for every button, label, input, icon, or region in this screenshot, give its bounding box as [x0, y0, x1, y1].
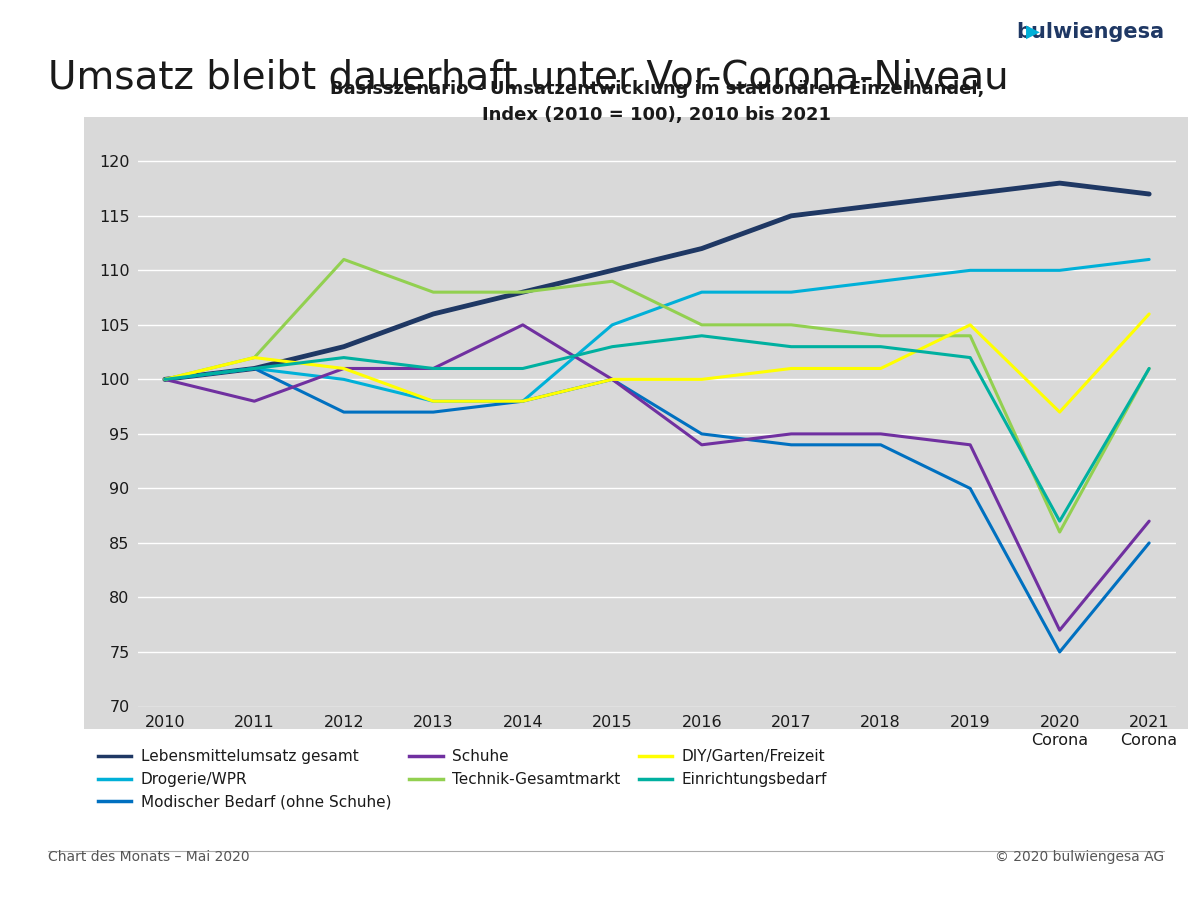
Text: Umsatz bleibt dauerhaft unter Vor-Corona-Niveau: Umsatz bleibt dauerhaft unter Vor-Corona… [48, 58, 1009, 96]
Title: Basisszenario – Umsatzentwicklung im stationären Einzelhandel,
Index (2010 = 100: Basisszenario – Umsatzentwicklung im sta… [330, 80, 984, 124]
Text: ▶: ▶ [1026, 22, 1040, 40]
Text: © 2020 bulwiengesa AG: © 2020 bulwiengesa AG [995, 850, 1164, 864]
Legend: Lebensmittelumsatz gesamt, Drogerie/WPR, Modischer Bedarf (ohne Schuhe), Schuhe,: Lebensmittelumsatz gesamt, Drogerie/WPR,… [91, 743, 833, 816]
Text: bulwiengesa: bulwiengesa [1016, 22, 1164, 42]
Text: Chart des Monats – Mai 2020: Chart des Monats – Mai 2020 [48, 850, 250, 864]
